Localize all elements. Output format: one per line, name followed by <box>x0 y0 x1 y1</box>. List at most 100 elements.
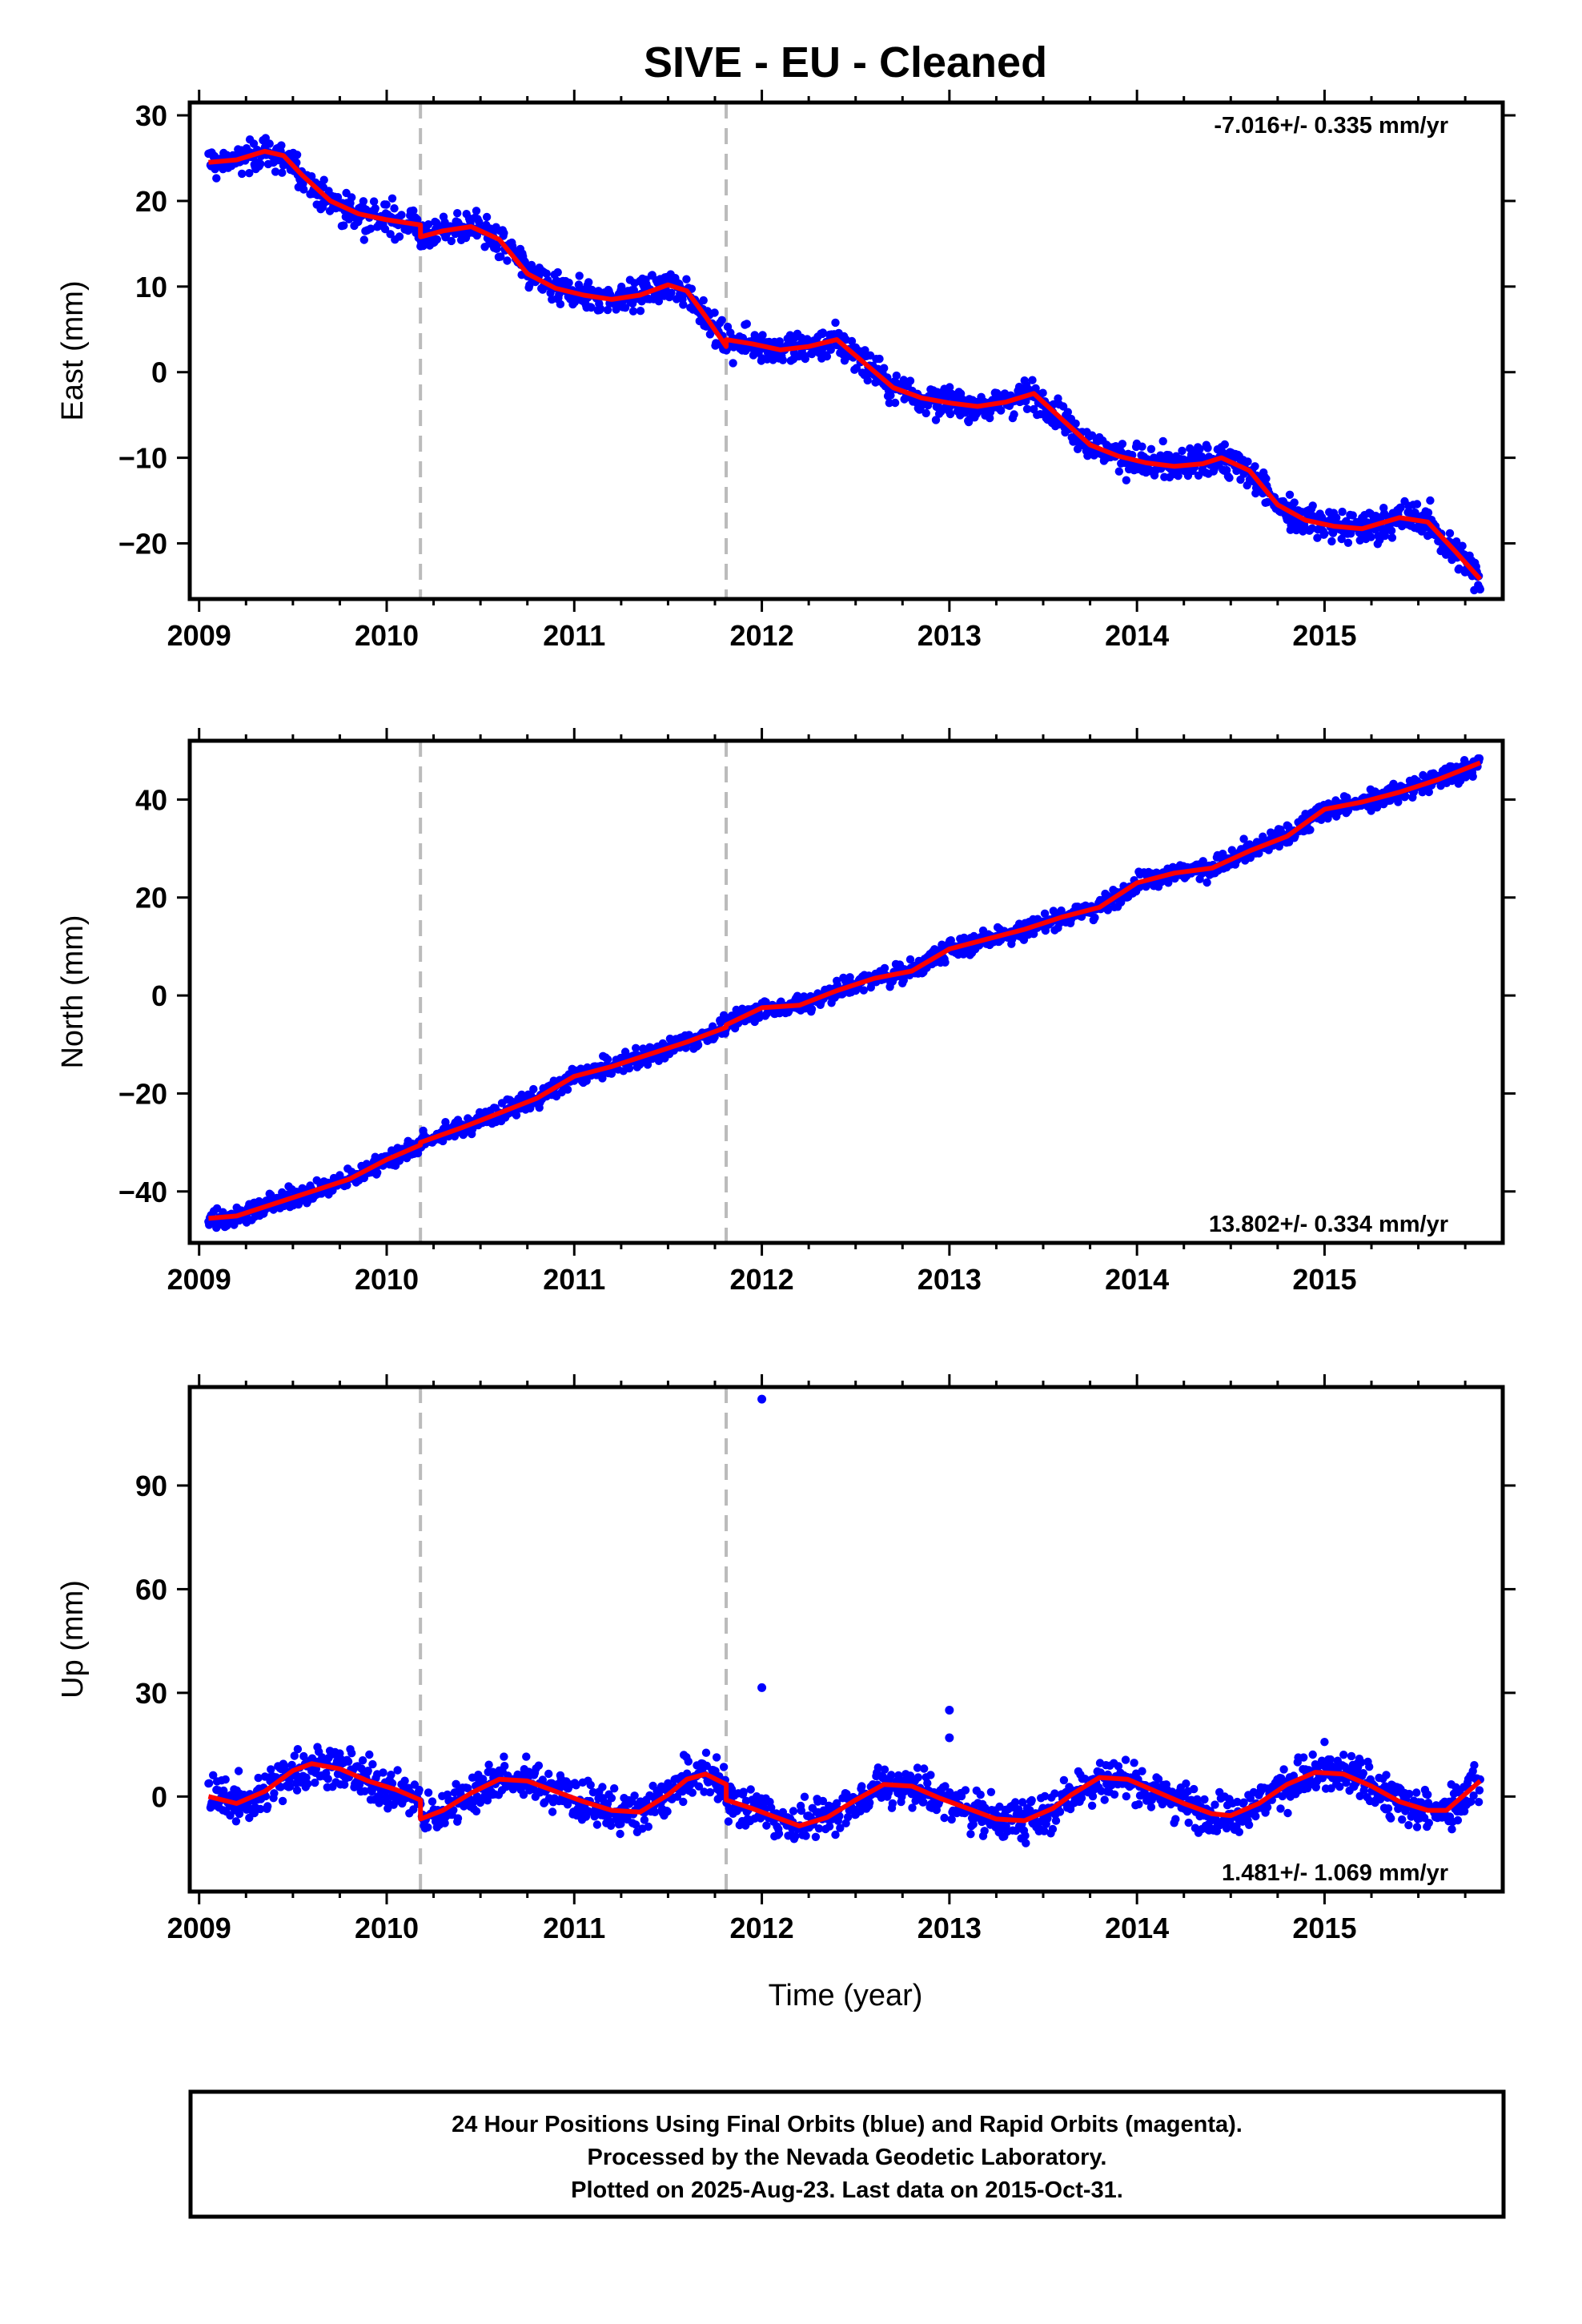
data-point <box>667 288 676 297</box>
data-point <box>650 1807 660 1816</box>
data-point <box>1276 1804 1285 1813</box>
data-point <box>710 308 719 317</box>
x-tick-label: 2014 <box>1105 619 1169 652</box>
data-point <box>610 1784 619 1793</box>
data-point <box>476 1798 485 1807</box>
plot-frame <box>187 100 1505 601</box>
data-point <box>1011 1798 1020 1807</box>
data-point <box>701 1748 711 1757</box>
model-fit-line <box>208 148 1483 581</box>
data-point <box>663 1807 672 1816</box>
data-point <box>292 1786 302 1795</box>
data-point <box>1405 1789 1414 1799</box>
data-point <box>382 200 391 209</box>
data-point <box>1262 474 1271 483</box>
data-point <box>278 1796 287 1806</box>
x-tick-label: 2013 <box>917 619 982 652</box>
data-point <box>553 267 562 277</box>
data-point <box>1138 1767 1146 1775</box>
data-point <box>644 1822 652 1831</box>
data-point <box>1028 376 1037 384</box>
data-point <box>586 1780 595 1790</box>
data-point <box>1343 538 1353 547</box>
data-point <box>212 174 221 183</box>
data-point <box>256 159 265 168</box>
data-point <box>278 168 287 177</box>
data-point <box>1182 1779 1191 1788</box>
data-point <box>1263 1803 1272 1811</box>
data-point <box>347 1749 356 1758</box>
data-point <box>299 185 308 194</box>
data-point <box>1158 436 1167 446</box>
data-point <box>931 416 941 424</box>
outlier-point <box>757 1394 767 1404</box>
data-point <box>1404 1820 1413 1830</box>
data-point <box>1171 1815 1180 1823</box>
data-point <box>397 211 406 219</box>
data-point <box>1174 472 1182 480</box>
data-point <box>1184 1818 1193 1827</box>
data-point <box>886 391 895 400</box>
data-point <box>679 1797 688 1807</box>
data-point <box>826 345 836 354</box>
x-tick-label: 2015 <box>1292 619 1356 652</box>
data-point <box>1122 1791 1131 1801</box>
y-tick-label: −20 <box>118 528 167 561</box>
data-point <box>684 1757 693 1766</box>
data-point <box>428 1797 437 1806</box>
data-point <box>292 151 302 159</box>
x-tick-label: 2012 <box>730 1263 794 1296</box>
data-point <box>447 236 456 246</box>
data-point <box>941 958 950 967</box>
data-point <box>1387 533 1397 542</box>
data-point <box>742 320 751 328</box>
data-point <box>632 1043 640 1053</box>
y-tick-label: 10 <box>135 271 167 304</box>
data-point <box>1458 541 1467 550</box>
data-point <box>409 206 418 215</box>
data-point <box>587 303 596 312</box>
data-point <box>863 376 872 385</box>
data-point <box>1337 534 1346 544</box>
data-point <box>1326 1755 1335 1764</box>
data-point <box>778 356 788 364</box>
y-tick-label: −10 <box>118 442 167 475</box>
data-point <box>1138 442 1146 451</box>
x-tick-label: 2011 <box>543 619 605 652</box>
data-point <box>548 1807 557 1816</box>
data-point <box>1122 476 1131 485</box>
data-point <box>739 1787 748 1796</box>
data-point <box>512 1111 521 1120</box>
data-point <box>620 304 630 312</box>
data-point <box>265 139 274 148</box>
data-point <box>746 1785 755 1794</box>
data-point <box>238 169 247 179</box>
data-point <box>267 1765 275 1774</box>
data-point <box>1412 500 1422 509</box>
data-point <box>343 1757 353 1766</box>
data-point <box>825 1822 834 1831</box>
data-point <box>762 1821 771 1830</box>
data-point <box>1195 444 1204 453</box>
data-point <box>791 1831 800 1840</box>
data-point <box>888 1799 897 1808</box>
data-point <box>592 1820 602 1829</box>
data-point <box>636 307 645 316</box>
data-point <box>880 364 889 372</box>
data-point <box>564 278 573 287</box>
data-point <box>1423 1790 1432 1799</box>
data-point <box>1468 772 1477 781</box>
data-point <box>1059 1775 1069 1785</box>
data-point <box>365 1750 374 1759</box>
data-point <box>774 1829 784 1838</box>
data-point <box>424 1788 433 1797</box>
y-tick-label: 20 <box>135 882 167 915</box>
data-point <box>373 1168 382 1177</box>
data-point <box>913 1773 923 1782</box>
data-point <box>413 215 422 224</box>
data-point <box>472 1807 481 1815</box>
data-point <box>475 217 484 227</box>
outlier-point <box>945 1733 954 1743</box>
data-point <box>616 1829 624 1839</box>
data-point <box>1010 410 1018 419</box>
